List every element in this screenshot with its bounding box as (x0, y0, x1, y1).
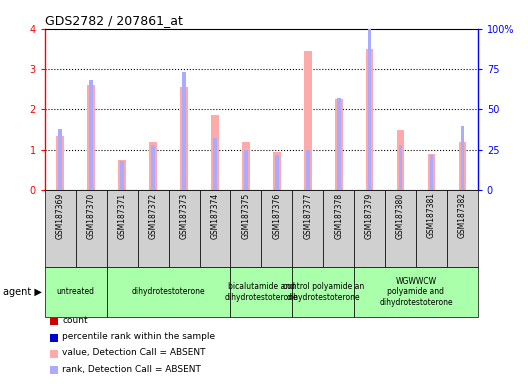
Bar (428, 154, 435, 190)
Text: control polyamide an
dihydrotestoterone: control polyamide an dihydrotestoterone (282, 282, 364, 301)
Bar (59, 129, 62, 190)
Bar (399, 145, 402, 190)
Text: GSM187381: GSM187381 (427, 192, 436, 238)
Text: agent ▶: agent ▶ (3, 287, 42, 297)
Text: GSM187378: GSM187378 (334, 192, 343, 238)
Bar (151, 145, 155, 190)
Bar (273, 152, 281, 190)
Bar (458, 142, 466, 190)
Bar (88, 85, 95, 190)
Text: GSM187379: GSM187379 (365, 192, 374, 238)
Bar (304, 51, 312, 190)
Bar (182, 72, 186, 190)
Text: GSM187375: GSM187375 (241, 192, 250, 238)
Text: untreated: untreated (57, 287, 95, 296)
Bar (56, 136, 64, 190)
Text: GSM187370: GSM187370 (87, 192, 96, 238)
Text: GSM187374: GSM187374 (211, 192, 220, 238)
Text: GSM187369: GSM187369 (56, 192, 65, 238)
Text: value, Detection Call = ABSENT: value, Detection Call = ABSENT (62, 348, 206, 358)
Text: GSM187373: GSM187373 (180, 192, 188, 238)
Bar (242, 142, 250, 190)
Bar (180, 87, 188, 190)
Bar (89, 80, 93, 190)
Bar (275, 155, 279, 190)
Text: dihydrotestoterone: dihydrotestoterone (132, 287, 205, 296)
Text: GSM187371: GSM187371 (118, 192, 127, 238)
Bar (118, 160, 126, 190)
Bar (460, 126, 464, 190)
Bar (213, 139, 217, 190)
Bar (211, 116, 219, 190)
Text: rank, Detection Call = ABSENT: rank, Detection Call = ABSENT (62, 364, 201, 374)
Text: GSM187382: GSM187382 (458, 192, 467, 238)
Text: GSM187377: GSM187377 (303, 192, 312, 238)
Text: GSM187372: GSM187372 (148, 192, 158, 238)
Bar (367, 29, 372, 190)
Bar (244, 150, 248, 190)
Bar (335, 99, 343, 190)
Text: bicalutamide and
dihydrotestoterone: bicalutamide and dihydrotestoterone (224, 282, 298, 301)
Text: percentile rank within the sample: percentile rank within the sample (62, 332, 215, 341)
Bar (430, 155, 433, 190)
Text: GDS2782 / 207861_at: GDS2782 / 207861_at (45, 14, 183, 27)
Bar (337, 98, 341, 190)
Bar (366, 49, 373, 190)
Text: GSM187380: GSM187380 (396, 192, 405, 238)
Bar (120, 161, 124, 190)
Bar (306, 150, 309, 190)
Text: WGWWCW
polyamide and
dihydrotestoterone: WGWWCW polyamide and dihydrotestoterone (379, 277, 453, 307)
Text: GSM187376: GSM187376 (272, 192, 281, 238)
Text: count: count (62, 316, 88, 325)
Bar (149, 142, 157, 190)
Bar (397, 129, 404, 190)
